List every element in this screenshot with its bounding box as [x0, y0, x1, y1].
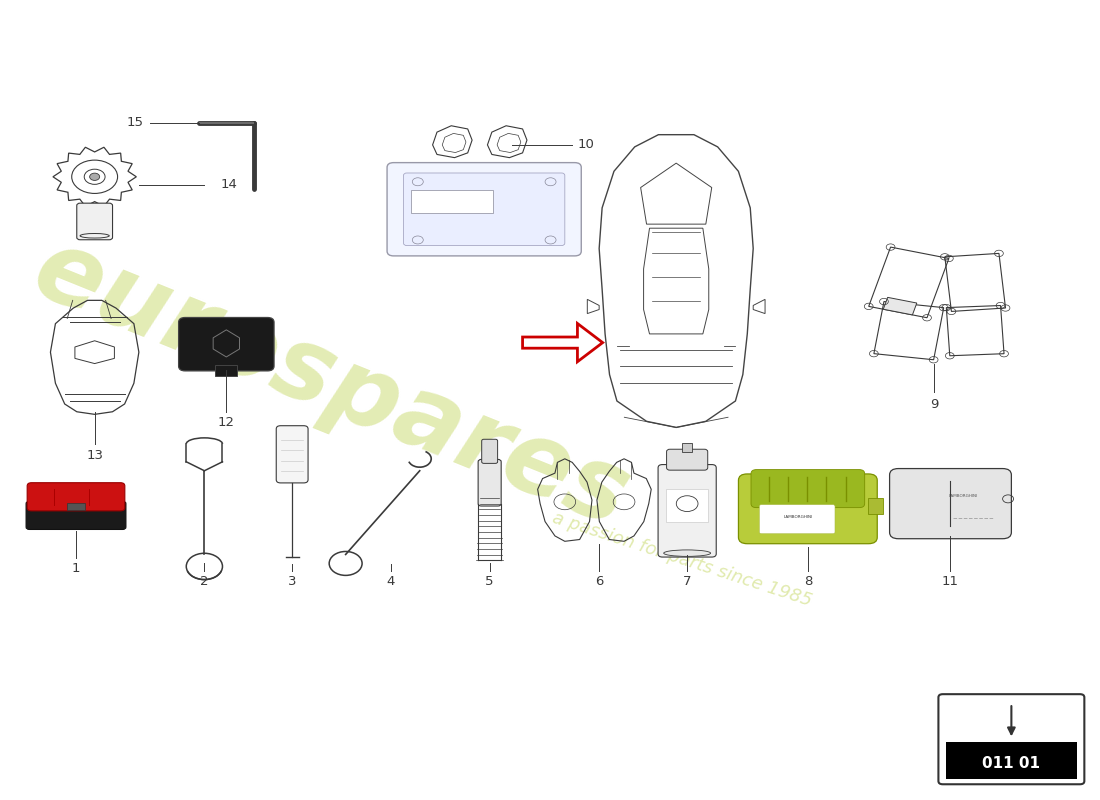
Text: 5: 5	[485, 575, 494, 588]
FancyBboxPatch shape	[276, 426, 308, 483]
FancyBboxPatch shape	[28, 482, 124, 511]
Circle shape	[89, 173, 100, 181]
FancyBboxPatch shape	[404, 173, 564, 246]
Text: 4: 4	[387, 575, 395, 588]
Text: 1: 1	[72, 562, 80, 575]
Text: 6: 6	[595, 575, 604, 588]
Bar	[869, 498, 882, 514]
Text: LAMBORGHINI: LAMBORGHINI	[784, 515, 813, 519]
FancyBboxPatch shape	[751, 470, 865, 508]
FancyBboxPatch shape	[759, 505, 835, 534]
Text: 8: 8	[804, 575, 812, 588]
Bar	[216, 365, 238, 376]
Text: 15: 15	[126, 116, 144, 129]
Text: a passion for parts since 1985: a passion for parts since 1985	[550, 509, 814, 610]
FancyBboxPatch shape	[387, 162, 581, 256]
Text: 12: 12	[218, 416, 234, 429]
FancyBboxPatch shape	[178, 318, 274, 371]
Text: 10: 10	[578, 138, 594, 151]
FancyBboxPatch shape	[938, 694, 1085, 784]
Text: LAMBORGHINI: LAMBORGHINI	[949, 494, 978, 498]
Text: 3: 3	[288, 575, 296, 588]
Text: 14: 14	[221, 178, 238, 191]
Text: eurospares: eurospares	[19, 221, 642, 547]
FancyBboxPatch shape	[667, 450, 707, 470]
Bar	[667, 490, 708, 522]
Text: 13: 13	[86, 450, 103, 462]
Polygon shape	[883, 298, 916, 315]
Text: 2: 2	[200, 575, 209, 588]
Bar	[67, 503, 85, 510]
FancyBboxPatch shape	[658, 465, 716, 557]
Text: 011 01: 011 01	[982, 756, 1041, 771]
FancyBboxPatch shape	[26, 502, 125, 530]
FancyBboxPatch shape	[478, 459, 502, 506]
Bar	[946, 742, 1077, 778]
Bar	[682, 442, 692, 452]
FancyBboxPatch shape	[890, 469, 1011, 538]
Text: 11: 11	[942, 575, 959, 588]
FancyBboxPatch shape	[738, 474, 877, 544]
Text: 9: 9	[930, 398, 938, 411]
Text: 7: 7	[683, 575, 692, 588]
FancyBboxPatch shape	[482, 439, 497, 463]
Bar	[411, 190, 493, 214]
FancyBboxPatch shape	[77, 203, 112, 240]
Ellipse shape	[663, 550, 711, 556]
